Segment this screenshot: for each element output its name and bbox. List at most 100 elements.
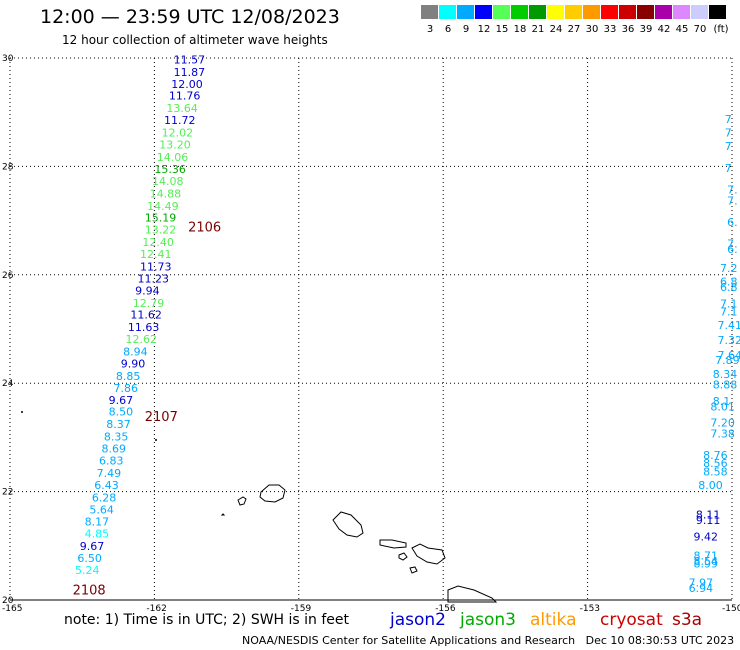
swh-value: 12.02 xyxy=(162,127,194,140)
chart-subtitle: 12 hour collection of altimeter wave hei… xyxy=(62,33,328,47)
swh-value: 6. xyxy=(727,216,738,229)
swh-value: 9.11 xyxy=(696,514,721,527)
swh-value: 8.56 xyxy=(703,457,728,470)
legend-swatch xyxy=(565,5,582,19)
legend-label: 15 xyxy=(495,24,509,35)
legend-swatch xyxy=(583,5,600,19)
swh-value: 11.73 xyxy=(140,260,172,273)
legend-label: 6 xyxy=(444,24,452,35)
legend-swatch xyxy=(511,5,528,19)
swh-value: 14.08 xyxy=(152,175,184,188)
swh-value: 7.89 xyxy=(715,354,740,367)
swh-value: 6.94 xyxy=(689,582,714,595)
legend-label: 9 xyxy=(462,24,470,35)
swh-value: 6.8 xyxy=(720,281,738,294)
satellite-s3a: s3a xyxy=(672,610,703,630)
swh-value: 8.69 xyxy=(101,443,126,456)
swh-value: 12.00 xyxy=(171,78,203,91)
legend-swatch xyxy=(709,5,726,19)
island-kauai xyxy=(259,484,286,503)
swh-value: 7.2 xyxy=(720,262,738,275)
swh-value: 8.00 xyxy=(698,479,723,492)
swh-value: 12.41 xyxy=(140,248,172,261)
satellite-cryosat: cryosat xyxy=(600,610,663,630)
swh-value: 14.88 xyxy=(150,187,182,200)
swh-value: 7 xyxy=(725,140,732,153)
swh-value: 14.49 xyxy=(147,200,179,213)
swh-value: 8.76 xyxy=(703,449,728,462)
swh-value: 6.43 xyxy=(94,479,119,492)
swh-value: 7.64 xyxy=(718,349,740,362)
swh-value: 7 xyxy=(725,162,732,175)
swh-value: 8.94 xyxy=(123,346,148,359)
swh-value: 6.83 xyxy=(99,455,124,468)
pass-number: 2106 xyxy=(188,220,221,235)
swh-value: 11.23 xyxy=(138,272,170,285)
swh-value: 5.64 xyxy=(89,503,114,516)
swh-value: 8.50 xyxy=(109,406,134,419)
swh-value: 6.28 xyxy=(92,491,117,504)
legend-swatch xyxy=(637,5,654,19)
footnote: note: 1) Time is in UTC; 2) SWH is in fe… xyxy=(64,612,350,628)
swh-value: 9.94 xyxy=(135,284,160,297)
swh-value: 7.1 xyxy=(720,305,738,318)
chart-title: 12:00 — 23:59 UTC 12/08/2023 xyxy=(40,6,340,28)
latitude-label: 22 xyxy=(2,488,13,498)
swh-value: 13.22 xyxy=(145,224,177,237)
legend-label: 21 xyxy=(531,24,545,35)
swh-value: 15.19 xyxy=(145,212,177,225)
legend-swatch xyxy=(619,5,636,19)
swh-value: 7. xyxy=(727,238,738,251)
legend-swatch xyxy=(421,5,438,19)
swh-value: 8.35 xyxy=(104,431,129,444)
legend-swatch xyxy=(439,5,456,19)
longitude-label: -159 xyxy=(291,604,312,614)
legend-label: 70 xyxy=(693,24,707,35)
swh-value: 8.54 xyxy=(693,555,718,568)
pass-number: 2108 xyxy=(73,584,106,599)
swh-value: 8.17 xyxy=(85,516,110,529)
island-kauai-w xyxy=(237,496,247,506)
swh-value: 6.50 xyxy=(77,552,102,565)
swh-value: 8.58 xyxy=(703,465,728,478)
satellite-altika: altika xyxy=(530,610,577,630)
swh-value: 8.85 xyxy=(116,370,141,383)
pass-labels: 2106 2107 2108 xyxy=(73,220,222,598)
swh-value: 11.63 xyxy=(128,321,160,334)
swh-value: 11.87 xyxy=(174,66,206,79)
swh-value: 11.62 xyxy=(130,309,162,322)
longitude-label: -156 xyxy=(435,604,456,614)
legend-label: 39 xyxy=(639,24,653,35)
legend-label: 18 xyxy=(513,24,527,35)
legend-label: 45 xyxy=(675,24,689,35)
swh-observations: 11.5711.8712.0011.7613.6411.7212.0213.20… xyxy=(75,53,740,594)
island-lanai xyxy=(398,552,408,561)
swh-value: 6. xyxy=(727,243,738,256)
legend-label: 42 xyxy=(657,24,671,35)
island-oahu xyxy=(332,511,364,538)
footer-timestamp: Dec 10 08:30:53 UTC 2023 xyxy=(585,634,735,647)
island-hawaii xyxy=(447,585,498,603)
footer: NOAA/NESDIS Center for Satellite Applica… xyxy=(242,634,734,647)
swh-value: 12.40 xyxy=(142,236,174,249)
satellite-jason2: jason2 xyxy=(390,610,446,630)
latitude-label: 26 xyxy=(2,271,14,281)
legend-swatch xyxy=(493,5,510,19)
legend-swatch xyxy=(673,5,690,19)
swh-value: 8.34 xyxy=(713,368,738,381)
legend-label: 33 xyxy=(603,24,617,35)
swh-value: 4.85 xyxy=(85,528,110,541)
swh-value: 7.20 xyxy=(710,417,735,430)
island-molokai xyxy=(379,539,407,549)
swh-value: 7.38 xyxy=(710,427,735,440)
swh-value: 7. xyxy=(727,194,738,207)
longitude-label: -153 xyxy=(580,604,600,614)
longitude-label: -162 xyxy=(146,604,166,614)
island-niihau xyxy=(220,513,226,516)
legend-label: 30 xyxy=(585,24,599,35)
axis-labels: 30 28 26 24 22 20-165 -162 -159 -156 -153 -150 xyxy=(2,54,740,614)
latitude-label: 24 xyxy=(2,379,14,389)
swh-value: 7.1 xyxy=(720,297,738,310)
footer-agency: NOAA/NESDIS Center for Satellite Applica… xyxy=(242,634,576,647)
